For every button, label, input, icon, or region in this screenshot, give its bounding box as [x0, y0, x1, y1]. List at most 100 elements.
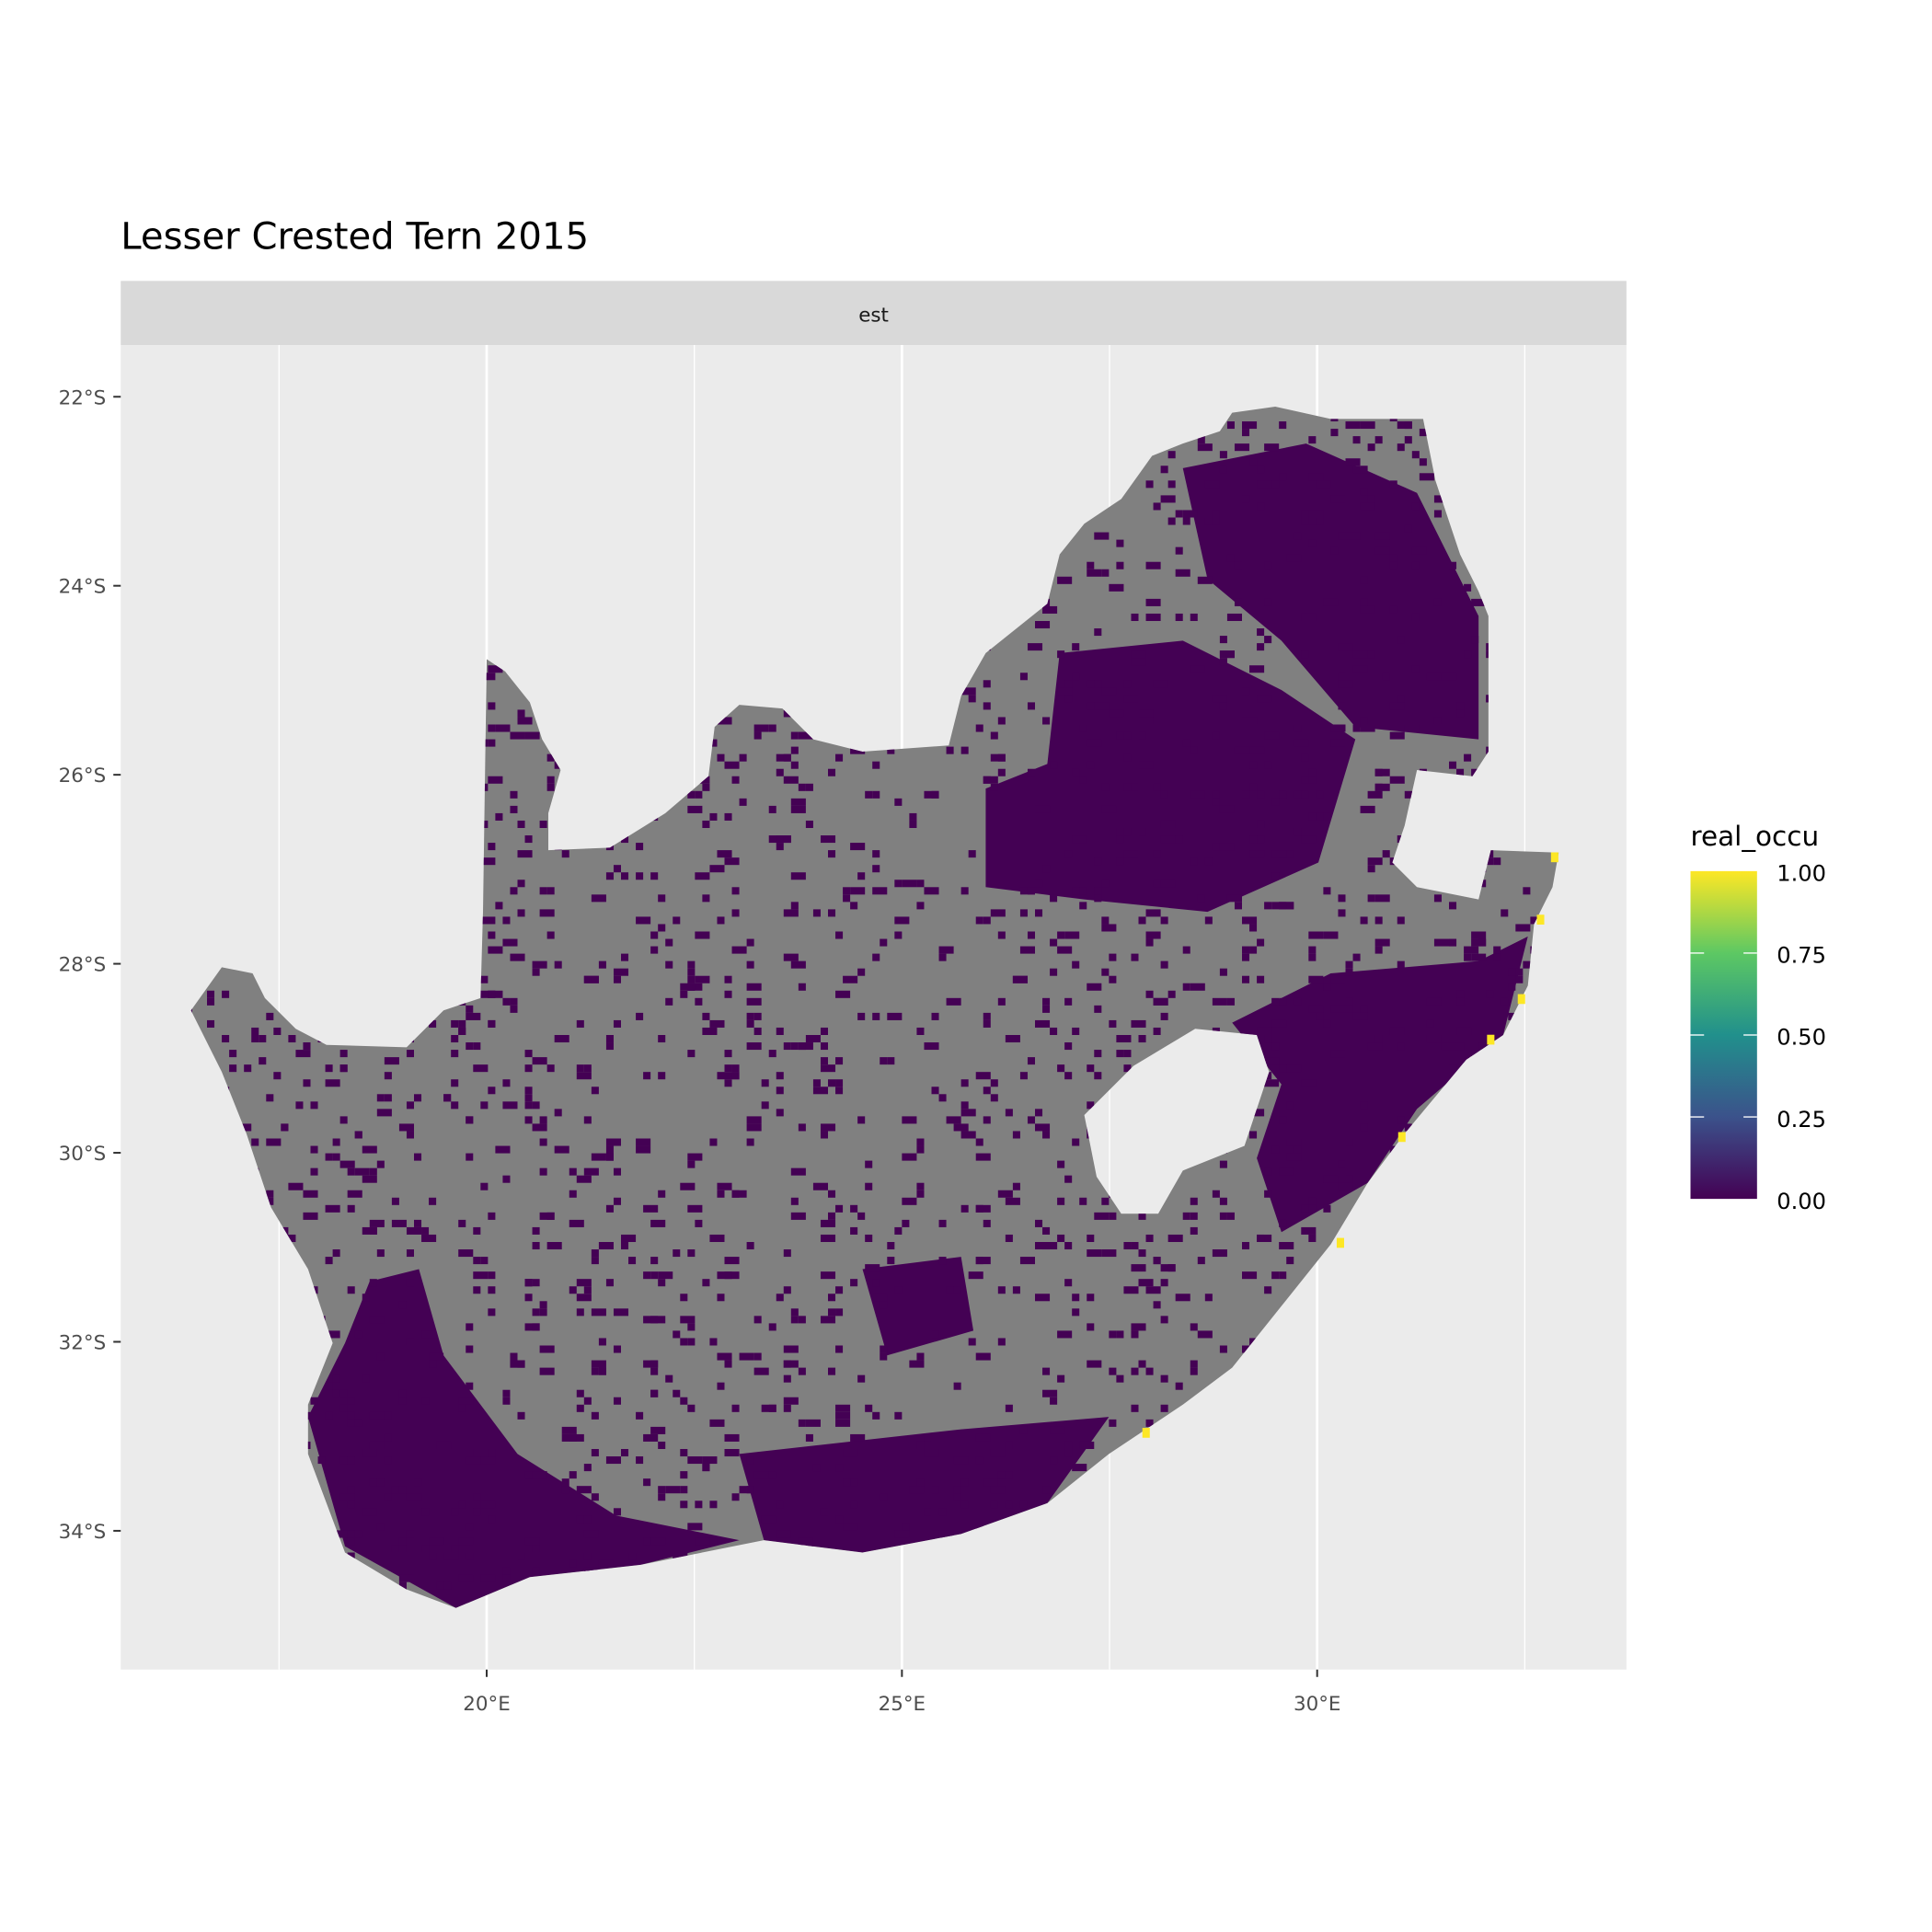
- occupancy-cell: [938, 1219, 947, 1227]
- occupancy-cell: [1027, 1116, 1035, 1124]
- occupancy-cell: [532, 1308, 540, 1317]
- occupancy-cell: [894, 1530, 910, 1538]
- occupancy-cell: [473, 1449, 489, 1457]
- occupancy-cell: [458, 1027, 466, 1035]
- occupancy-cell: [1035, 805, 1051, 813]
- occupancy-cell: [702, 894, 710, 903]
- occupancy-cell: [643, 1072, 651, 1080]
- occupancy-cell: [768, 724, 776, 732]
- occupancy-cell: [1323, 1019, 1331, 1028]
- occupancy-cell: [1234, 902, 1242, 910]
- occupancy-cell: [502, 1079, 511, 1087]
- occupancy-cell: [1190, 1212, 1198, 1220]
- occupancy-cell: [421, 1397, 430, 1405]
- legend-label: 0.75: [1777, 943, 1826, 969]
- occupancy-cell: [1257, 480, 1272, 489]
- occupancy-cell: [835, 1087, 844, 1095]
- occupancy-cell: [1138, 1279, 1154, 1287]
- occupancy-cell: [975, 1523, 983, 1531]
- occupancy-cell: [303, 1079, 311, 1087]
- occupancy-cell: [680, 1182, 696, 1190]
- occupancy-cell: [687, 975, 696, 983]
- occupancy-cell: [843, 887, 851, 895]
- occupancy-cell: [916, 1182, 925, 1190]
- occupancy-cell: [709, 1234, 725, 1242]
- occupancy-cell: [1035, 643, 1043, 651]
- occupancy-cell: [717, 753, 725, 762]
- occupancy-cell: [746, 938, 754, 947]
- occupancy-cell: [539, 909, 555, 917]
- occupancy-cell: [532, 1471, 547, 1479]
- occupancy-cell: [1226, 421, 1235, 430]
- occupancy-cell: [717, 1190, 725, 1198]
- occupancy-cell: [532, 1226, 540, 1235]
- occupancy-cell: [731, 946, 747, 954]
- occupancy-cell: [731, 1404, 740, 1412]
- occupancy-cell: [554, 1035, 569, 1043]
- occupancy-cell: [1219, 636, 1227, 644]
- occupancy-cell: [591, 1153, 606, 1161]
- occupancy-cell: [605, 1145, 614, 1154]
- occupancy-cell: [902, 1523, 910, 1531]
- occupancy-cell: [1360, 916, 1368, 925]
- occupancy-cell: [650, 872, 659, 880]
- occupancy-cell: [414, 1219, 422, 1227]
- occupancy-cell: [1345, 532, 1361, 540]
- occupancy-cell: [1264, 443, 1280, 452]
- occupancy-cell: [709, 1419, 725, 1427]
- occupancy-cell: [1079, 724, 1087, 732]
- occupancy-cell: [398, 1123, 414, 1132]
- occupancy-cell: [561, 1433, 577, 1442]
- occupancy-cell: [916, 1190, 925, 1198]
- occupancy-cell: [1374, 946, 1383, 954]
- occupancy-cell: [1257, 466, 1265, 474]
- occupancy-cell: [1027, 702, 1035, 710]
- occupancy-cell: [717, 717, 732, 725]
- occupancy-cell: [902, 880, 917, 888]
- occupancy-cell: [1005, 1441, 1013, 1449]
- occupancy-cell: [406, 1101, 414, 1110]
- occupancy-cell: [266, 1094, 274, 1102]
- occupancy-cell: [1050, 1426, 1065, 1434]
- occupancy-cell: [1160, 820, 1176, 828]
- occupancy-cell: [1338, 532, 1346, 540]
- occupancy-cell: [1478, 1042, 1487, 1051]
- occupancy-cell: [488, 843, 496, 851]
- occupancy-cell: [1050, 894, 1058, 903]
- occupancy-cell: [251, 1027, 259, 1035]
- occupancy-cell: [429, 1552, 437, 1560]
- occupancy-cell: [510, 953, 518, 961]
- occupancy-cell: [650, 1271, 659, 1280]
- occupancy-cell: [354, 1419, 362, 1427]
- occupancy-cell: [466, 1116, 474, 1124]
- occupancy-cell: [1367, 443, 1375, 452]
- occupancy-cell: [1064, 1175, 1073, 1183]
- occupancy-cell: [391, 1545, 399, 1553]
- occupancy-cell: [317, 1456, 326, 1465]
- occupancy-cell: [605, 1279, 614, 1287]
- occupancy-cell: [1456, 1027, 1472, 1035]
- occupancy-cell: [1153, 680, 1168, 688]
- occupancy-cell: [783, 776, 799, 784]
- occupancy-cell: [1212, 790, 1220, 799]
- occupancy-cell: [790, 761, 799, 769]
- y-tick-label: 32°S: [59, 1332, 107, 1355]
- occupancy-cell: [746, 960, 754, 969]
- occupancy-cell: [1257, 695, 1272, 703]
- occupancy-cell: [524, 731, 540, 740]
- occupancy-cell: [591, 1257, 599, 1265]
- occupancy-cell: [1345, 1005, 1353, 1013]
- occupancy-cell: [1471, 636, 1479, 644]
- occupancy-cell: [1352, 953, 1361, 961]
- occupancy-cell: [1360, 421, 1375, 430]
- occupancy-cell: [1264, 1072, 1272, 1080]
- occupancy-cell: [680, 1294, 688, 1302]
- occupancy-cell: [1160, 1404, 1168, 1412]
- occupancy-cell: [1131, 1264, 1146, 1272]
- occupancy-cell: [1323, 887, 1331, 895]
- occupancy-cell: [1042, 865, 1051, 873]
- occupancy-cell: [724, 812, 732, 821]
- occupancy-cell: [1249, 946, 1258, 954]
- occupancy-cell: [835, 1515, 844, 1524]
- occupancy-cell: [983, 1019, 991, 1028]
